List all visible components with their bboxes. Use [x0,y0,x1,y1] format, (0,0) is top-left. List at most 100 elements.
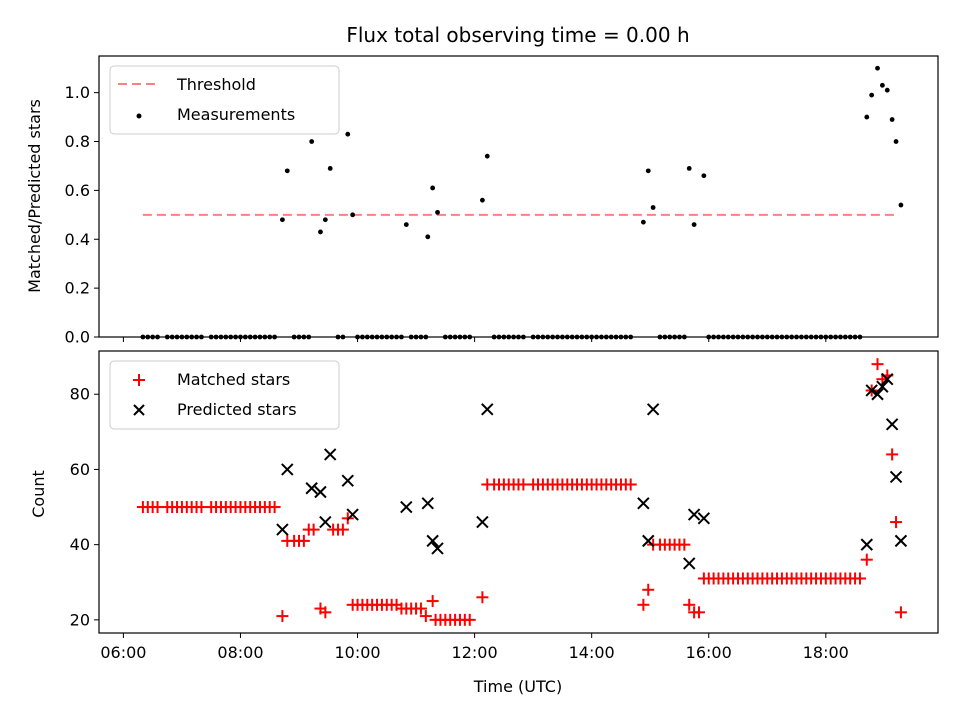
top-plot-frame [98,55,939,338]
predicted-star-point [476,515,489,529]
predicted-star-point [281,463,294,476]
matched-star-point [678,538,691,551]
predicted-star-point [346,508,359,521]
matched-star-point [871,358,884,371]
top-y-ticks: 0.0 0.2 0.4 0.6 0.8 1.0 [65,83,99,347]
bottom-y-tick-label: 40 [70,535,90,554]
predicted-star-point [341,474,354,487]
measurement-point [435,209,440,215]
matched-star-point [426,595,439,608]
measurement-point [864,114,870,120]
measurement-point [309,139,315,144]
predicted-star-point [481,403,494,416]
legend-measurements-label: Measurements [177,105,295,124]
predicted-star-point [324,448,337,461]
matched-star-point [297,534,310,547]
measurement-point [430,185,436,191]
measurement-point [884,87,890,93]
measurement-point [875,65,880,71]
measurement-point [350,212,356,218]
predicted-star-point [319,515,332,529]
measurement-point [640,219,646,225]
matched-star-point [894,606,907,619]
measurement-point [403,222,409,228]
predicted-star-point [276,523,289,536]
bottom-y-ticks: 20 40 60 80 [70,385,99,629]
predicted-star-point [871,388,884,401]
predicted-star-point [683,557,696,570]
matched-star-point [692,606,705,619]
legend-predicted-swatch [133,404,145,416]
matched-stars-points [136,358,907,626]
legend-measurements-swatch [136,113,142,119]
matched-star-point [268,501,281,514]
measurement-point [650,205,656,210]
top-y-axis-label: Matched/Predicted stars [25,99,44,293]
legend-matched-swatch [133,374,145,386]
bottom-x-ticks: 06:00 08:00 10:00 12:00 14:00 16:00 18:00 [100,633,849,662]
x-tick-label: 06:00 [100,643,146,662]
predicted-star-point [642,534,655,548]
matched-star-point [476,591,489,604]
x-tick-label: 18:00 [803,643,849,662]
bottom-y-axis-label: Count [29,470,48,518]
measurement-point [879,82,885,88]
measurement-point [889,117,895,122]
measurement-point [425,234,431,240]
matched-star-point [336,523,349,536]
predicted-star-point [885,418,899,431]
measurement-point [691,222,697,228]
chart-title: Flux total observing time = 0.00 h [346,23,689,47]
x-tick-label: 12:00 [452,643,498,662]
measurement-point [484,153,490,159]
bottom-plot-frame [98,350,939,634]
matched-star-point [853,572,866,585]
top-y-tick-label: 1.0 [65,83,90,102]
measurement-point [322,217,328,223]
top-y-tick-label: 0.0 [65,328,90,347]
matched-star-point [890,516,903,529]
x-tick-label: 10:00 [334,643,380,662]
predicted-star-point [426,534,439,548]
measurement-point [327,166,333,171]
matched-star-point [886,448,899,461]
predicted-star-point [400,500,413,514]
bottom-legend: Matched stars Predicted stars [109,360,340,430]
matched-star-point [463,613,476,626]
x-tick-label: 16:00 [686,643,732,662]
bottom-y-tick-label: 20 [70,610,90,629]
top-legend-box [109,65,340,135]
top-y-tick-label: 0.2 [65,279,90,298]
x-tick-label: 08:00 [217,643,263,662]
measurement-point [480,197,485,203]
top-y-tick-label: 0.4 [65,230,90,249]
predicted-star-point [889,470,903,484]
predicted-star-point [865,384,878,397]
bottom-panel: Count Time (UTC) 20 40 60 80 06:00 08:00 10:0… [29,350,939,696]
bottom-legend-box [109,360,340,430]
predicted-stars-points [276,372,908,570]
matched-star-point [307,523,320,536]
predicted-star-point [305,482,318,495]
matched-star-point [624,478,637,491]
predicted-star-point [687,508,701,521]
measurement-point [345,131,351,137]
measurement-point [284,168,290,174]
measurement-point [686,166,692,171]
matched-star-point [683,598,696,611]
predicted-star-point [876,380,889,393]
measurement-point [318,229,323,235]
bottom-y-tick-label: 80 [70,385,90,404]
bottom-y-tick-label: 60 [70,460,90,479]
top-y-tick-label: 0.6 [65,181,90,200]
legend-threshold-label: Threshold [176,75,256,94]
matched-star-point [860,553,873,566]
top-y-tick-label: 0.8 [65,132,90,151]
measurement-point [280,217,285,223]
x-tick-label: 14:00 [569,643,615,662]
matched-star-point [414,602,427,615]
measurement-point [645,168,651,174]
matched-star-point [319,606,332,619]
predicted-star-point [894,534,908,548]
